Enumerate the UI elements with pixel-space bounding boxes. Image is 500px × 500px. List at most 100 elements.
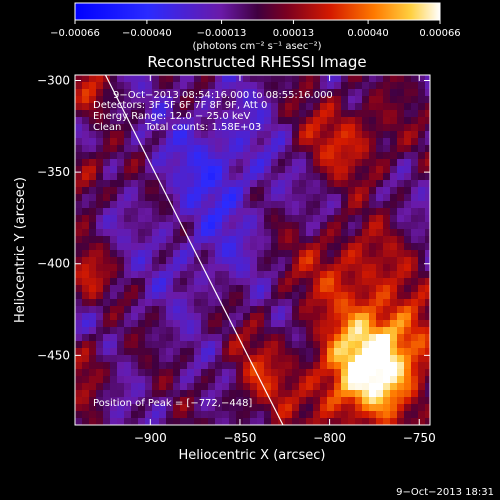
heatmap-cell [369, 229, 377, 237]
heatmap-cell [362, 411, 370, 419]
heatmap-cell [306, 264, 314, 272]
heatmap-cell [397, 194, 405, 202]
heatmap-cell [166, 341, 174, 349]
heatmap-cell [369, 236, 377, 244]
heatmap-cell [243, 299, 251, 307]
heatmap-cell [138, 145, 146, 153]
heatmap-cell [341, 390, 349, 398]
heatmap-cell [110, 110, 118, 118]
heatmap-cell [180, 110, 188, 118]
heatmap-cell [418, 229, 426, 237]
heatmap-cell [285, 159, 293, 167]
heatmap-cell [411, 257, 419, 265]
heatmap-cell [383, 313, 391, 321]
heatmap-cell [75, 159, 83, 167]
heatmap-cell [75, 117, 83, 125]
heatmap-cell [166, 369, 174, 377]
heatmap-cell [425, 110, 430, 118]
heatmap-cell [117, 166, 125, 174]
heatmap-cell [194, 236, 202, 244]
heatmap-cell [327, 75, 335, 83]
heatmap-cell [425, 376, 430, 384]
heatmap-cell [264, 271, 272, 279]
heatmap-cell [383, 208, 391, 216]
heatmap-cell [152, 82, 160, 90]
y-axis-label: Heliocentric Y (arcsec) [13, 177, 28, 323]
heatmap-cell [96, 355, 104, 363]
heatmap-cell [96, 96, 104, 104]
heatmap-cell [425, 264, 430, 272]
heatmap-cell [327, 159, 335, 167]
heatmap-cell [208, 306, 216, 314]
heatmap-cell [264, 229, 272, 237]
heatmap-cell [390, 229, 398, 237]
heatmap-cell [110, 390, 118, 398]
heatmap-cell [257, 271, 265, 279]
heatmap-cell [348, 215, 356, 223]
heatmap-cell [222, 404, 230, 412]
heatmap-cell [264, 89, 272, 97]
heatmap-cell [278, 369, 286, 377]
heatmap-cell [117, 236, 125, 244]
heatmap-cell [285, 250, 293, 258]
heatmap-cell [138, 327, 146, 335]
heatmap-cell [299, 320, 307, 328]
heatmap-cell [187, 166, 195, 174]
heatmap-cell [348, 320, 356, 328]
heatmap-cell [243, 404, 251, 412]
heatmap-cell [236, 82, 244, 90]
heatmap-cell [320, 222, 328, 230]
heatmap-cell [75, 145, 83, 153]
heatmap-cell [103, 222, 111, 230]
heatmap-cell [362, 124, 370, 132]
heatmap-cell [334, 299, 342, 307]
heatmap-cell [201, 131, 209, 139]
heatmap-cell [397, 404, 405, 412]
heatmap-cell [390, 369, 398, 377]
heatmap-cell [383, 369, 391, 377]
heatmap-cell [201, 376, 209, 384]
heatmap-cell [418, 348, 426, 356]
heatmap-cell [292, 418, 300, 425]
heatmap-cell [271, 215, 279, 223]
heatmap-cell [292, 117, 300, 125]
heatmap-cell [166, 159, 174, 167]
heatmap-cell [138, 334, 146, 342]
heatmap-cell [334, 390, 342, 398]
heatmap-cell [411, 348, 419, 356]
heatmap-cell [152, 152, 160, 160]
heatmap-cell [82, 187, 90, 195]
heatmap-cell [173, 187, 181, 195]
x-tick-label: −750 [403, 431, 436, 445]
heatmap-cell [180, 292, 188, 300]
heatmap-cell [222, 250, 230, 258]
heatmap-cell [201, 411, 209, 419]
heatmap-cell [194, 194, 202, 202]
heatmap-cell [299, 383, 307, 391]
heatmap-cell [89, 187, 97, 195]
heatmap-cell [341, 166, 349, 174]
heatmap-cell [187, 145, 195, 153]
heatmap-cell [201, 180, 209, 188]
heatmap-cell [320, 236, 328, 244]
heatmap-cell [327, 208, 335, 216]
heatmap-cell [208, 180, 216, 188]
heatmap-cell [117, 194, 125, 202]
heatmap-cell [96, 215, 104, 223]
heatmap-cell [117, 411, 125, 419]
heatmap-cell [257, 215, 265, 223]
heatmap-cell [82, 145, 90, 153]
heatmap-cell [215, 306, 223, 314]
heatmap-cell [285, 397, 293, 405]
heatmap-cell [250, 173, 258, 181]
heatmap-cell [376, 362, 384, 370]
heatmap-cell [82, 369, 90, 377]
heatmap-cell [390, 264, 398, 272]
heatmap-cell [131, 341, 139, 349]
heatmap-cell [166, 306, 174, 314]
heatmap-cell [208, 278, 216, 286]
heatmap-cell [376, 313, 384, 321]
heatmap-cell [222, 418, 230, 425]
heatmap-cell [243, 166, 251, 174]
heatmap-cell [334, 376, 342, 384]
